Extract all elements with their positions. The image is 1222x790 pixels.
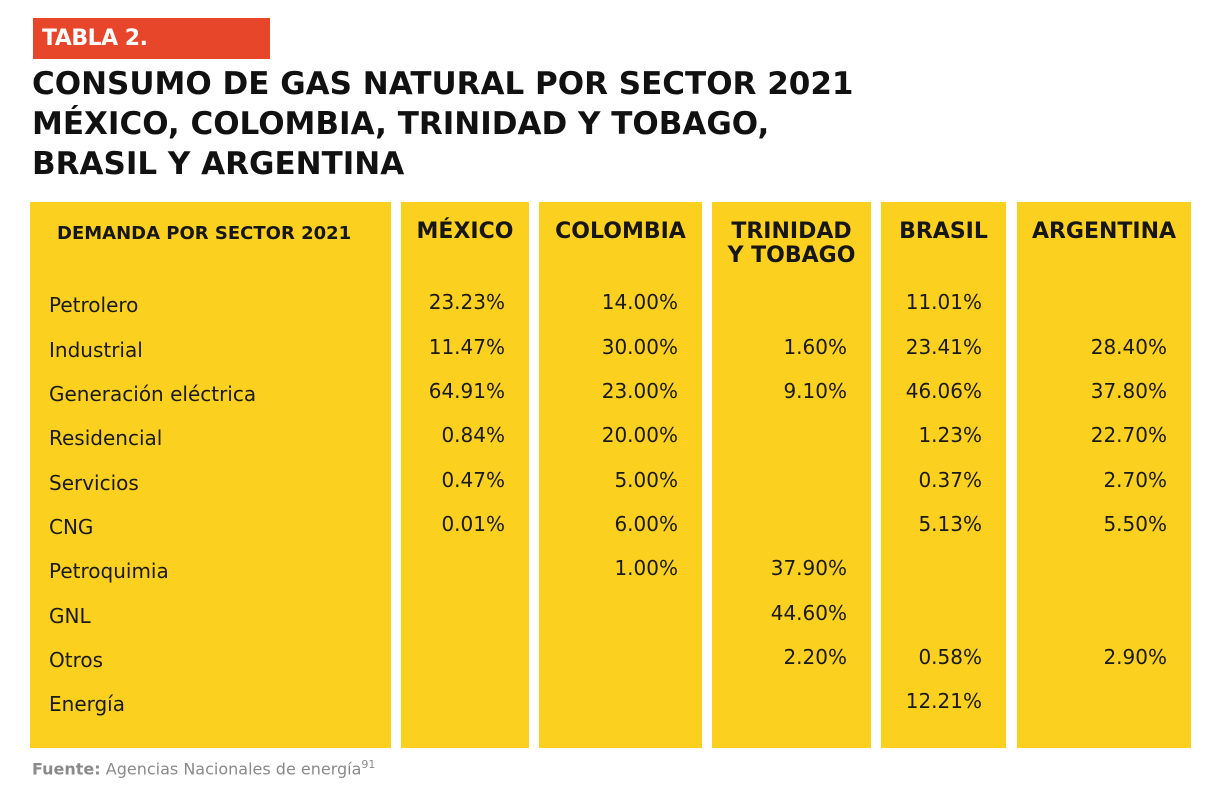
table-cell: 12.21% xyxy=(905,689,982,713)
row-label: Industrial xyxy=(49,338,143,362)
table-cell: 5.50% xyxy=(1103,512,1167,536)
label-column: DEMANDA POR SECTOR 2021 Petrolero Industri… xyxy=(30,202,391,748)
page-title: CONSUMO DE GAS NATURAL POR SECTOR 2021 M… xyxy=(32,64,932,184)
table-cell: 11.47% xyxy=(428,335,505,359)
table-cell: 11.01% xyxy=(905,290,982,314)
table-cell: 6.00% xyxy=(614,512,678,536)
table-tag: TABLA 2. xyxy=(33,18,270,59)
table-cell: 46.06% xyxy=(905,379,982,403)
table-cell: 37.90% xyxy=(770,556,847,580)
table-cell: 0.58% xyxy=(918,645,982,669)
row-label: Petrolero xyxy=(49,293,139,317)
table-cell: 5.00% xyxy=(614,468,678,492)
table-cell: 30.00% xyxy=(601,335,678,359)
row-label: Residencial xyxy=(49,426,163,450)
column-header-line: TRINIDAD xyxy=(731,219,852,244)
column-header-line: Y TOBAGO xyxy=(727,243,856,268)
table-cell: 23.23% xyxy=(428,290,505,314)
column-header-line: ARGENTINA xyxy=(1031,219,1177,244)
table-cell: 2.70% xyxy=(1103,468,1167,492)
table-cell: 22.70% xyxy=(1090,423,1167,447)
source-footnote: Fuente: Agencias Nacionales de energía91 xyxy=(32,758,375,778)
table-cell: 9.10% xyxy=(783,379,847,403)
data-column: MÉXICO 23.23% 11.47% 64.91% 0.84% 0.47% 0.01% xyxy=(401,202,529,748)
table-cell: 23.00% xyxy=(601,379,678,403)
title-line: CONSUMO DE GAS NATURAL POR SECTOR 2021 xyxy=(32,66,854,102)
data-column: TRINIDAD Y TOBAGO 1.60% 9.10% 37.90% 44.60% 2.… xyxy=(712,202,871,748)
row-label: Generación eléctrica xyxy=(49,382,257,406)
table-cell: 28.40% xyxy=(1090,335,1167,359)
table-cell: 0.47% xyxy=(441,468,505,492)
footnote-text: Agencias Nacionales de energía xyxy=(105,759,362,779)
row-label: GNL xyxy=(49,604,91,628)
title-line: MÉXICO, COLOMBIA, TRINIDAD Y TOBAGO, xyxy=(32,106,770,142)
table-cell: 0.01% xyxy=(441,512,505,536)
row-label: Energía xyxy=(49,692,125,716)
row-label: Petroquimia xyxy=(49,559,169,583)
column-header-line: COLOMBIA xyxy=(555,219,686,244)
table-cell: 37.80% xyxy=(1090,379,1167,403)
footnote-ref: 91 xyxy=(361,758,376,771)
title-line: BRASIL Y ARGENTINA xyxy=(32,146,405,182)
table-cell: 1.23% xyxy=(918,423,982,447)
column-header: COLOMBIA xyxy=(539,220,702,244)
table-cell: 44.60% xyxy=(770,601,847,625)
table-cell: 2.20% xyxy=(783,645,847,669)
column-header: BRASIL xyxy=(881,220,1006,244)
table-cell: 64.91% xyxy=(428,379,505,403)
table-cell: 5.13% xyxy=(918,512,982,536)
column-header-line: BRASIL xyxy=(899,219,988,244)
row-label: Otros xyxy=(49,648,104,672)
table-cell: 20.00% xyxy=(601,423,678,447)
data-column: ARGENTINA 28.40% 37.80% 22.70% 2.70% 5.50% 2.9… xyxy=(1017,202,1191,748)
table-cell: 1.00% xyxy=(614,556,678,580)
row-label: CNG xyxy=(49,515,94,539)
table-cell: 0.84% xyxy=(441,423,505,447)
label-column-header: DEMANDA POR SECTOR 2021 xyxy=(57,223,352,244)
table-cell: 1.60% xyxy=(783,335,847,359)
data-column: COLOMBIA 14.00% 30.00% 23.00% 20.00% 5.00% 6.0… xyxy=(539,202,702,748)
table-cell: 23.41% xyxy=(905,335,982,359)
column-header-line: MÉXICO xyxy=(416,219,514,244)
column-header: MÉXICO xyxy=(401,220,529,244)
data-column: BRASIL 11.01% 23.41% 46.06% 1.23% 0.37% 5.13% 0… xyxy=(881,202,1006,748)
table-cell: 2.90% xyxy=(1103,645,1167,669)
row-label: Servicios xyxy=(49,471,139,495)
table-cell: 0.37% xyxy=(918,468,982,492)
footnote-label: Fuente: xyxy=(32,759,101,779)
table-cell: 14.00% xyxy=(601,290,678,314)
column-header: TRINIDAD Y TOBAGO xyxy=(712,220,871,268)
column-header: ARGENTINA xyxy=(1017,220,1191,244)
